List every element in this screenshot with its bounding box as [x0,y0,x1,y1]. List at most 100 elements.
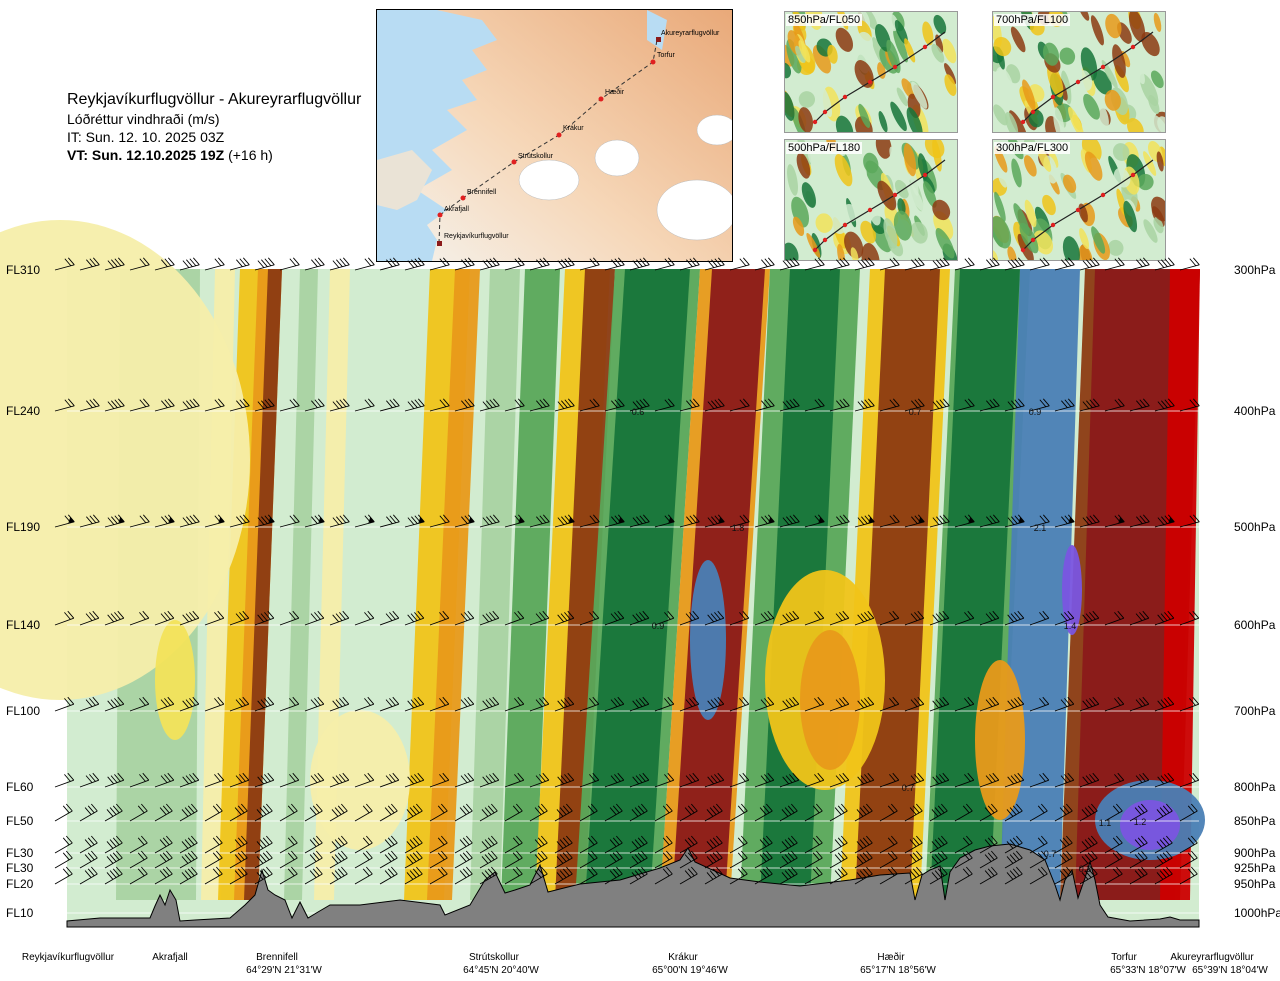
wind-barb [354,696,375,712]
flight-level-label: FL60 [6,780,34,794]
wind-barb [629,803,648,822]
wind-barb [879,835,898,854]
minimap-850hpa: 850hPa/FL050 [784,11,958,133]
wind-barb [1104,835,1123,854]
wind-barb [1079,866,1098,885]
wind-barb [279,610,300,626]
wind-barb [829,610,850,626]
wind-barb [829,398,850,412]
wind-barb [679,257,700,271]
wind-barb [329,772,350,788]
wind-barb [979,772,1000,788]
wind-barb [804,835,823,854]
wind-barb [1079,398,1100,412]
velocity-band [855,269,940,900]
pressure-labels: 300hPa 400hPa 500hPa 600hPa 700hPa 800hPa 850h… [1234,263,1280,920]
wind-barb [1054,850,1073,869]
wind-barb [604,803,623,822]
wind-barb [954,866,973,885]
wind-barb [729,514,750,528]
wind-barb [1054,803,1073,822]
wind-barb [754,850,773,869]
wind-barb [654,257,675,271]
wind-barb [1054,866,1073,885]
wind-barb [554,866,573,885]
wind-barb [79,514,100,528]
wind-barb [204,610,225,626]
wind-barb [804,610,825,626]
wind-barb [1029,850,1048,869]
wind-barb [104,514,125,528]
wind-barb [404,850,423,869]
wind-barb [504,803,523,822]
wind-barb [529,835,548,854]
wind-barb [954,835,973,854]
wind-barb [654,514,675,528]
wind-barb [679,610,700,626]
wind-barb [179,850,198,869]
value-label: 0.7 [1044,849,1057,859]
wind-barb [254,803,273,822]
wind-barb [254,696,275,712]
value-label: 0.7 [902,783,915,793]
wind-barb [1129,696,1150,712]
wind-barb [379,514,400,528]
wind-barb [229,257,250,271]
wind-barb [804,850,823,869]
wind-barb [304,696,325,712]
wind-barb [154,257,175,271]
wind-barb [1154,803,1173,822]
wind-barb [304,803,323,822]
wind-barb [529,866,548,885]
wind-barb [704,610,725,626]
pressure-label: 850hPa [1234,814,1276,828]
wind-barb [404,866,423,885]
wind-barb [354,514,375,528]
wind-barb [404,514,425,528]
wind-barb [229,772,250,788]
wind-barb [154,610,175,626]
wind-barb [954,696,975,712]
wind-barb [79,696,100,712]
wind-barb [829,835,848,854]
wind-barb [1079,803,1098,822]
wind-barb [279,803,298,822]
value-label: 0.7 [909,407,922,417]
wind-barb [204,514,225,528]
wind-barb [1154,772,1175,788]
wind-barb [1179,257,1200,271]
wind-barb [204,803,223,822]
wind-barb [479,696,500,712]
wind-barb [979,398,1000,412]
wind-barb [1154,514,1175,528]
wind-barb [129,835,148,854]
waypoint-torfur-marker [650,59,656,65]
wind-barb [1104,772,1125,788]
wind-barb [429,803,448,822]
wind-barb [679,803,698,822]
wind-barb [529,803,548,822]
wind-barb [879,772,900,788]
wind-barb [879,803,898,822]
wind-barb [1004,514,1025,528]
wind-barb [654,850,673,869]
wind-barb [504,866,523,885]
wind-barb [179,696,200,712]
wind-barb [1104,257,1125,271]
wind-barb [404,696,425,712]
velocity-blob [0,220,250,700]
wind-barb [754,398,775,412]
wind-barb [704,850,723,869]
wind-barb [1104,514,1125,528]
wind-barb [104,772,125,788]
wind-barb [554,850,573,869]
wind-barb [254,398,275,412]
wind-barb [704,514,725,528]
wind-barb [104,398,125,412]
wind-barb [629,772,650,788]
wind-barb [504,696,525,712]
wind-barb [754,257,775,271]
wind-barb [404,398,425,412]
wind-barb [429,835,448,854]
wind-barb [54,803,73,822]
